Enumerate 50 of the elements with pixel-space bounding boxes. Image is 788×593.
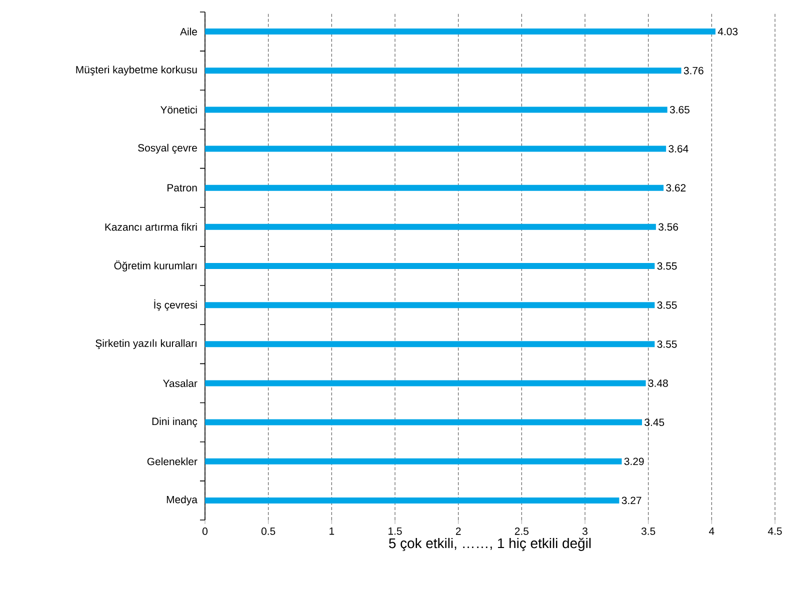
bar bbox=[205, 302, 655, 308]
y-tick-label: İş çevresi bbox=[154, 299, 197, 311]
x-tick-label: 0 bbox=[202, 528, 208, 535]
x-tick-label: 1.5 bbox=[388, 528, 402, 535]
bar bbox=[205, 419, 642, 426]
x-tick-label: 4.5 bbox=[768, 528, 782, 535]
bar bbox=[205, 68, 682, 74]
data-label: 3.76 bbox=[684, 66, 704, 74]
bar bbox=[205, 146, 666, 152]
x-tick-label: 2.5 bbox=[514, 528, 528, 535]
x-axis-title: 5 çok etkili, ……, 1 hiç etkili değil bbox=[389, 538, 591, 552]
data-label: 3.27 bbox=[622, 496, 642, 504]
bar bbox=[205, 497, 620, 504]
bar bbox=[205, 458, 622, 464]
y-tick-label: Aile bbox=[180, 28, 198, 36]
bar bbox=[205, 106, 668, 113]
y-tick-label: Öğretim kurumları bbox=[114, 260, 196, 272]
data-label: 3.55 bbox=[657, 301, 677, 309]
data-label: 3.64 bbox=[668, 145, 688, 152]
y-tick-label: Kazancı artırma fikri bbox=[105, 223, 197, 231]
y-tick-label: Gelenekler bbox=[147, 458, 198, 466]
bar bbox=[205, 184, 664, 191]
x-tick-label: 4 bbox=[708, 528, 714, 535]
data-label: 3.55 bbox=[657, 340, 677, 348]
y-tick-label: Medya bbox=[166, 496, 198, 506]
y-tick-label: Sosyal çevre bbox=[138, 144, 197, 154]
x-tick-label: 3.5 bbox=[641, 528, 656, 535]
data-label: 3.55 bbox=[657, 262, 677, 270]
bar bbox=[205, 224, 656, 230]
y-tick-label: Şirketin yazılı kuralları bbox=[96, 339, 196, 350]
bar bbox=[205, 341, 655, 348]
data-label: 4.03 bbox=[718, 28, 738, 36]
data-label: 3.56 bbox=[658, 223, 678, 231]
data-label: 3.62 bbox=[666, 184, 686, 192]
data-label: 3.29 bbox=[624, 458, 644, 466]
y-tick-label: Müşteri kaybetme korkusu bbox=[76, 66, 197, 76]
bar bbox=[205, 380, 646, 386]
y-tick-label: Yasalar bbox=[163, 379, 198, 388]
bar bbox=[205, 28, 716, 35]
data-label: 3.45 bbox=[644, 418, 664, 426]
x-tick-label: 0.5 bbox=[261, 528, 276, 535]
x-tick-label: 3 bbox=[582, 528, 588, 535]
data-label: 3.65 bbox=[670, 106, 690, 114]
y-tick-label: Dini inanç bbox=[152, 417, 198, 428]
data-label: 3.48 bbox=[648, 380, 668, 387]
y-tick-label: Yönetici bbox=[160, 106, 197, 114]
x-tick-label: 1 bbox=[330, 528, 334, 535]
bar bbox=[205, 262, 655, 269]
y-tick-label: Patron bbox=[168, 184, 197, 192]
x-tick-label: 2 bbox=[456, 528, 461, 535]
